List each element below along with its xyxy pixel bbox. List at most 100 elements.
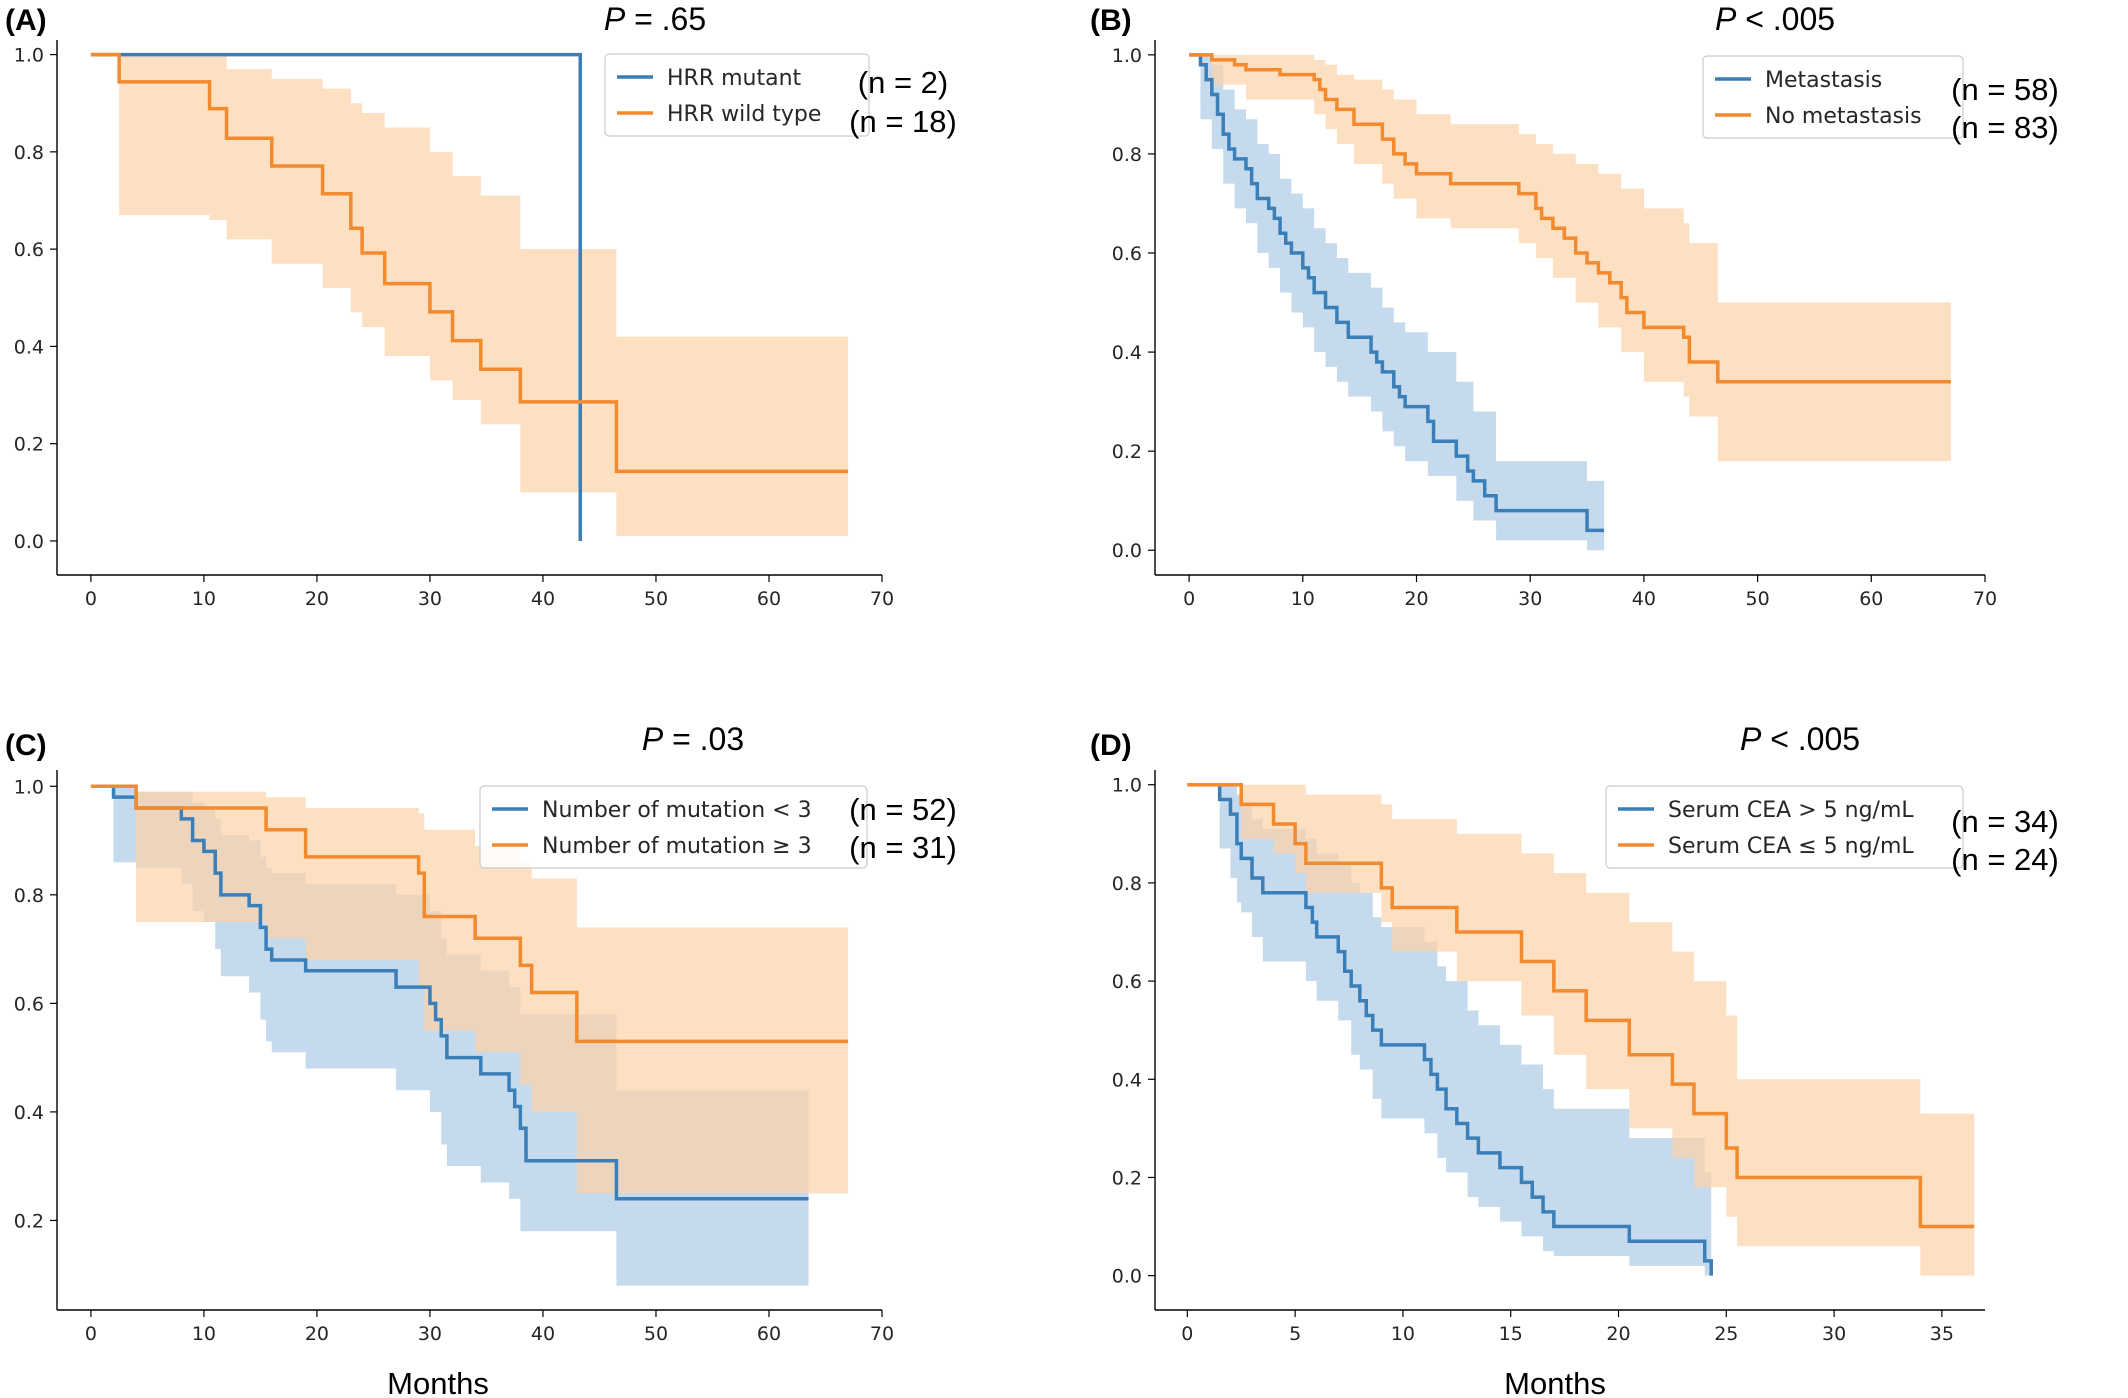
y-tick-label: 1.0 <box>14 776 44 798</box>
x-tick-label: 70 <box>1973 588 1997 610</box>
y-tick-label: 0.6 <box>1112 971 1142 993</box>
survival-line-blue <box>1187 782 1713 1276</box>
p-value: P = .65 <box>604 1 706 37</box>
ci-band-orange <box>90 54 849 537</box>
survival-line-blue <box>90 784 809 1201</box>
panel-b: 0 10 20 30 40 50 60 70 0.0 0.2 0.4 0.6 0.8 1.0 (B) P < … <box>1090 1 2059 610</box>
y-tick-label: 1.0 <box>14 45 44 67</box>
survival-line-blue <box>1189 53 1605 533</box>
y-tick-label: 1.0 <box>1112 45 1142 67</box>
legend: Metastasis No metastasis <box>1702 55 1964 139</box>
x-tick-label: 10 <box>192 588 216 610</box>
legend-label: HRR mutant <box>667 66 802 91</box>
x-tick-label: 50 <box>644 588 668 610</box>
y-tick-label: 0.4 <box>14 1102 44 1124</box>
legend: Number of mutation < 3 Number of mutation… <box>479 785 868 869</box>
legend-label: Number of mutation < 3 <box>542 798 812 823</box>
sample-size-label: (n = 18) <box>849 104 957 139</box>
x-tick-label: 5 <box>1289 1323 1301 1345</box>
survival-line-orange <box>90 52 849 474</box>
y-tick-label: 0.0 <box>1112 1266 1142 1288</box>
x-tick-label: 30 <box>1518 588 1542 610</box>
legend-label: HRR wild type <box>667 102 821 127</box>
x-tick-label: 60 <box>1859 588 1883 610</box>
panel-label: (A) <box>5 4 47 37</box>
y-tick-label: 1.0 <box>1112 775 1142 797</box>
y-tick-label: 0.0 <box>1112 540 1142 562</box>
sample-size-label: (n = 58) <box>1951 72 2059 107</box>
panel-c: 0 10 20 30 40 50 60 70 0.2 0.4 0.6 0.8 1.0 (C) P = .03… <box>5 721 957 1398</box>
survival-line-orange <box>1187 782 1975 1229</box>
x-tick-label: 40 <box>531 1323 555 1345</box>
legend-label: Serum CEA > 5 ng/mL <box>1668 798 1914 823</box>
y-tick-label: 0.6 <box>14 993 44 1015</box>
x-tick-label: 40 <box>531 588 555 610</box>
y-tick-label: 0.8 <box>14 885 44 907</box>
legend-label: Metastasis <box>1765 68 1882 93</box>
sample-size-label: (n = 2) <box>858 65 948 100</box>
panel-label: (D) <box>1090 729 1132 762</box>
x-tick-label: 0 <box>85 1323 97 1345</box>
panel-label: (B) <box>1090 4 1132 37</box>
y-tick-label: 0.8 <box>1112 144 1142 166</box>
legend-frame <box>1605 785 1964 869</box>
y-tick-label: 0.2 <box>1112 1167 1142 1189</box>
p-value: P < .005 <box>1740 721 1860 757</box>
x-tick-label: 0 <box>85 588 97 610</box>
sample-size-label: (n = 24) <box>1951 842 2059 877</box>
x-tick-label: 30 <box>1822 1323 1846 1345</box>
x-tick-label: 60 <box>757 1323 781 1345</box>
x-tick-label: 20 <box>305 1323 329 1345</box>
x-tick-label: 25 <box>1714 1323 1738 1345</box>
x-tick-label: 30 <box>418 1323 442 1345</box>
x-tick-label: 10 <box>1291 588 1315 610</box>
legend-label: No metastasis <box>1765 104 1922 129</box>
y-tick-label: 0.2 <box>14 1210 44 1232</box>
legend-label: Serum CEA ≤ 5 ng/mL <box>1668 834 1914 859</box>
sample-size-label: (n = 31) <box>849 830 957 865</box>
x-tick-label: 10 <box>192 1323 216 1345</box>
panel-a: 0 10 20 30 40 50 60 70 0.0 0.2 0.4 0.6 0.8 1.0 (A) P = … <box>5 1 957 610</box>
x-tick-label: 70 <box>870 1323 894 1345</box>
x-tick-label: 70 <box>870 588 894 610</box>
x-tick-label: 50 <box>1746 588 1770 610</box>
panel-label: (C) <box>5 729 47 762</box>
sample-size-label: (n = 34) <box>1951 804 2059 839</box>
y-tick-label: 0.4 <box>1112 342 1142 364</box>
legend-frame <box>479 785 868 869</box>
ci-band-orange <box>1189 54 1951 462</box>
panel-d: 0 5 10 15 20 25 30 35 0.0 0.2 0.4 0.6 0.8 1.0 (D) P < .… <box>1090 721 2059 1398</box>
x-tick-label: 30 <box>418 588 442 610</box>
y-tick-label: 0.8 <box>14 142 44 164</box>
y-tick-label: 0.8 <box>1112 873 1142 895</box>
x-tick-label: 50 <box>644 1323 668 1345</box>
y-tick-label: 0.2 <box>1112 441 1142 463</box>
p-value: P < .005 <box>1715 1 1835 37</box>
x-tick-label: 35 <box>1930 1323 1954 1345</box>
ci-band-orange <box>1187 784 1975 1276</box>
x-tick-label: 40 <box>1632 588 1656 610</box>
y-tick-label: 0.6 <box>14 239 44 261</box>
x-tick-label: 0 <box>1181 1323 1193 1345</box>
y-tick-label: 0.0 <box>14 531 44 553</box>
x-tick-label: 15 <box>1499 1323 1523 1345</box>
ci-band-blue <box>1189 54 1605 551</box>
x-tick-label: 0 <box>1183 588 1195 610</box>
x-tick-label: 60 <box>757 588 781 610</box>
ci-band-blue <box>1187 784 1712 1276</box>
survival-line-orange <box>1189 53 1951 384</box>
x-tick-label: 10 <box>1391 1323 1415 1345</box>
legend-frame <box>604 53 870 137</box>
legend-label: Number of mutation ≥ 3 <box>542 834 812 859</box>
ci-band-orange <box>90 786 849 1194</box>
x-axis-label: Months <box>1504 1366 1606 1398</box>
x-tick-label: 20 <box>1606 1323 1630 1345</box>
survival-line-orange <box>90 784 849 1044</box>
x-tick-label: 20 <box>1404 588 1428 610</box>
p-value: P = .03 <box>642 721 744 757</box>
x-axis-label: Months <box>387 1366 489 1398</box>
y-tick-label: 0.4 <box>1112 1069 1142 1091</box>
legend: HRR mutant HRR wild type <box>604 53 870 137</box>
x-tick-label: 20 <box>305 588 329 610</box>
